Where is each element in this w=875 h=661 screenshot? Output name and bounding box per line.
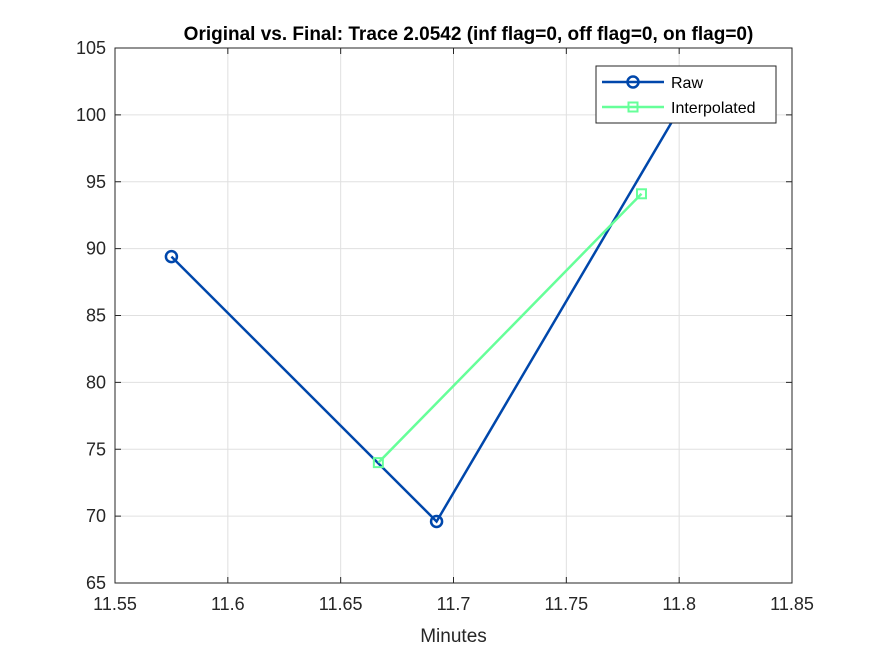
- legend-box: [595, 65, 777, 124]
- legend-label: Raw: [671, 75, 703, 92]
- legend-marker: [627, 101, 639, 113]
- x-tick-label: 11.7: [437, 594, 471, 614]
- y-tick-label: 105: [76, 38, 106, 58]
- ticks: 11.55 11.6 11.65 11.7 11.75 11.8 11.85 65 70 75 80…: [76, 38, 814, 614]
- legend-marker: [626, 75, 640, 89]
- y-tick-label: 90: [86, 239, 106, 259]
- data-point: [164, 249, 179, 264]
- legend-item-raw[interactable]: Raw: [602, 75, 703, 92]
- legend[interactable]: Raw Interpolated: [595, 65, 777, 124]
- y-tick-label: 80: [86, 372, 106, 392]
- data-point: [429, 514, 444, 529]
- x-tick-label: 11.55: [93, 594, 137, 614]
- y-tick-label: 100: [76, 105, 106, 125]
- data-point: [635, 188, 647, 200]
- series-layer: [164, 102, 686, 529]
- grid: [114, 47, 793, 584]
- legend-item-interpolated[interactable]: Interpolated: [602, 100, 756, 117]
- x-tick-label: 11.6: [211, 594, 245, 614]
- x-axis-label: Minutes: [420, 626, 487, 647]
- series-line: [170, 108, 681, 524]
- series-interpolated: [372, 188, 647, 469]
- x-tick-label: 11.85: [770, 594, 814, 614]
- x-tick-label: 11.8: [662, 594, 696, 614]
- y-tick-label: 65: [86, 573, 106, 593]
- chart-title: Original vs. Final: Trace 2.0542 (inf fl…: [184, 24, 754, 45]
- data-point: [372, 457, 384, 469]
- y-tick-label: 85: [86, 306, 106, 326]
- series-line: [377, 192, 643, 464]
- x-tick-label: 11.75: [544, 594, 588, 614]
- y-tick-label: 70: [86, 506, 106, 526]
- legend-label: Interpolated: [671, 100, 756, 117]
- x-tick-label: 11.65: [319, 594, 363, 614]
- y-tick-label: 75: [86, 439, 106, 459]
- y-tick-label: 95: [86, 172, 106, 192]
